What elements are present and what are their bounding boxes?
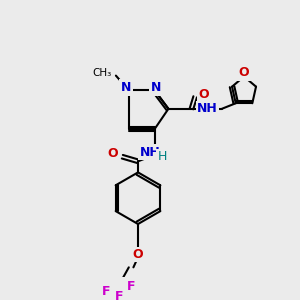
Text: NH: NH (197, 102, 218, 115)
Text: O: O (239, 66, 249, 79)
Text: F: F (127, 280, 136, 293)
Text: NH: NH (140, 146, 160, 159)
Text: H: H (157, 150, 167, 163)
Text: F: F (101, 285, 110, 298)
Text: N: N (121, 81, 131, 94)
Text: F: F (115, 290, 124, 300)
Text: CH₃: CH₃ (92, 68, 111, 78)
Text: N: N (151, 81, 162, 94)
Text: O: O (107, 148, 118, 160)
Text: O: O (133, 248, 143, 261)
Text: O: O (198, 88, 208, 101)
